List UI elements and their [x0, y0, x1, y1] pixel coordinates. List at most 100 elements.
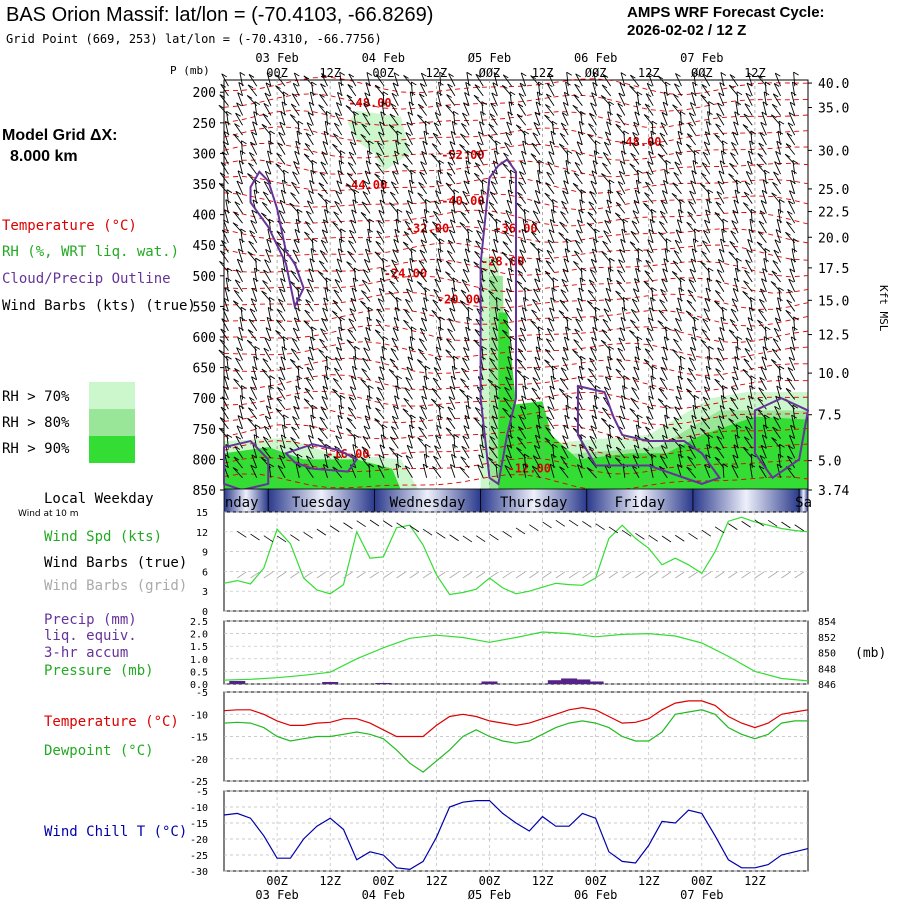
wind-barb — [524, 287, 527, 302]
wind-barb-flag — [777, 130, 784, 135]
wind-barb — [714, 290, 725, 302]
wind-barb-flag — [719, 160, 726, 165]
legend-wind: Wind Barbs (kts) (true) — [2, 298, 196, 314]
wind-barb-flag — [276, 397, 282, 402]
wind-barb — [702, 240, 711, 253]
wind-barb — [349, 141, 357, 155]
wind-barb-flag — [749, 385, 755, 390]
wind-barb-flag — [602, 240, 608, 245]
wind-barb-flag — [734, 189, 741, 194]
wind-barb — [744, 426, 753, 439]
wind-barb — [352, 277, 357, 292]
wind-barb-flag — [550, 219, 556, 223]
precip-bar — [574, 679, 591, 684]
wind-barb — [644, 348, 654, 361]
wind-barb-flag — [304, 143, 311, 147]
wind-barb-flag — [452, 277, 459, 282]
wind-barb — [362, 269, 371, 283]
wind-barb-flag — [466, 71, 473, 76]
wind-barb — [447, 240, 456, 253]
wind-barb-flag — [409, 424, 415, 429]
surface-wind-barb-grid — [449, 571, 459, 579]
wind-barb — [689, 347, 697, 361]
wind-barb-flag — [339, 238, 345, 243]
wind-barb — [360, 456, 371, 469]
wind-barb-flag — [234, 279, 241, 284]
wind-barb-flag — [674, 83, 680, 88]
wind-barb — [546, 171, 555, 185]
wind-barb — [337, 92, 343, 106]
wind-barb — [706, 277, 711, 292]
wind-barb-flag — [382, 179, 388, 184]
wind-barb-flag — [451, 454, 457, 458]
wind-barb — [446, 417, 456, 430]
precip-panel-tick-label: 0.5 — [190, 667, 208, 678]
wind-barb — [759, 377, 767, 390]
wind-barb-flag — [546, 93, 552, 98]
wind-barb — [321, 318, 328, 332]
wind-barb-flag — [226, 189, 233, 194]
wind-barb — [774, 72, 781, 87]
surface-wind-barb-grid — [237, 571, 247, 579]
wind-barb — [520, 161, 527, 175]
wind-barb-flag — [674, 239, 681, 244]
wind-barb-flag — [537, 169, 543, 174]
wind-barb — [236, 347, 243, 361]
wind-barb — [790, 425, 796, 439]
wind-barb — [461, 201, 470, 214]
wind-barb-flag — [561, 278, 568, 283]
wind-barb — [450, 131, 456, 145]
rh-90-swatch — [89, 436, 135, 463]
wind-barb-flag — [758, 387, 764, 392]
wind-barb — [674, 406, 682, 420]
wind-barb-flag — [379, 444, 386, 449]
wind-barb — [547, 406, 555, 420]
wind-barb — [420, 72, 428, 87]
wind-barb-flag — [693, 316, 699, 321]
wind-barb — [252, 366, 258, 380]
wind-barb-flag — [493, 72, 500, 76]
wind-barb — [677, 209, 682, 224]
wind-barb — [761, 111, 767, 126]
wind-barb — [420, 406, 428, 420]
wind-barb-flag — [290, 103, 297, 108]
wind-barb-flag — [677, 130, 684, 135]
wind-barb-flag — [262, 436, 269, 441]
wind-barb — [263, 269, 272, 283]
wind-barb-flag — [346, 261, 352, 266]
wind-barb — [546, 328, 555, 341]
wind-barb-flag — [719, 248, 725, 253]
surface-wind-barb — [728, 523, 738, 530]
wind-barb-flag — [280, 278, 286, 282]
wind-barb-flag — [551, 365, 558, 370]
wind-barb — [390, 181, 399, 195]
wind-barb — [506, 200, 513, 214]
wind-barb — [564, 415, 569, 429]
height-tick-label: 25.0 — [818, 183, 849, 198]
wind-barb-flag — [544, 437, 551, 442]
bottom-hour-label: 00Z — [372, 874, 394, 888]
wind-barb — [521, 307, 527, 322]
wind-barb — [366, 150, 371, 165]
wind-barb — [776, 385, 782, 400]
cycle-title: AMPS WRF Forecast Cycle: — [627, 4, 825, 21]
wind-barb — [320, 83, 328, 97]
wind-barb-flag — [564, 248, 571, 253]
wind-barb — [334, 357, 343, 371]
wind-barb-flag — [491, 337, 498, 342]
wind-barb-flag — [478, 131, 484, 136]
wind-barb — [580, 267, 583, 282]
wind-barb — [459, 466, 470, 479]
wind-barb — [587, 378, 597, 390]
wind-barb-flag — [563, 180, 569, 184]
wind-barb-flag — [559, 388, 565, 393]
wind-barb — [448, 73, 456, 87]
wind-barb-flag — [225, 365, 231, 370]
wind-barb — [592, 405, 597, 420]
wind-barb-flag — [306, 288, 312, 293]
wind-barb — [337, 336, 343, 351]
wind-barb — [774, 406, 781, 420]
wind-barb-flag — [771, 192, 777, 197]
wind-barb-flag — [592, 405, 599, 409]
wind-barb-flag — [421, 72, 427, 77]
